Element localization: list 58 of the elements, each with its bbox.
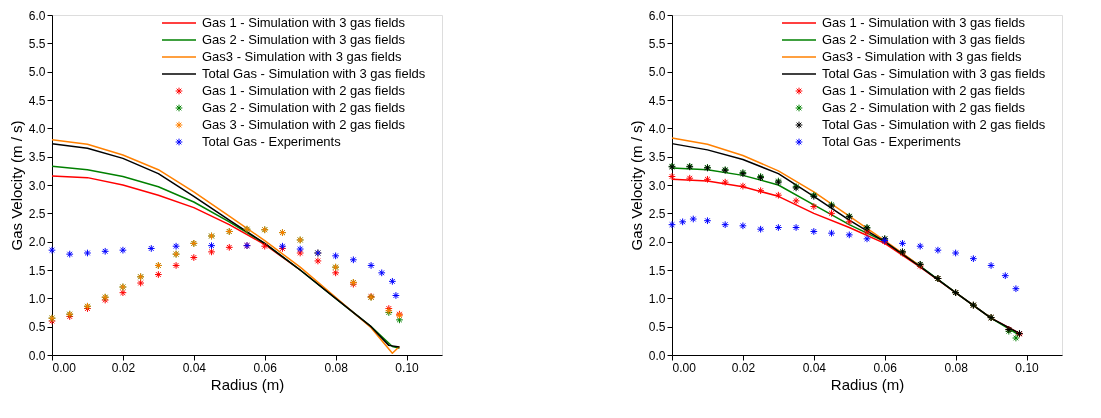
legend-label: Gas 2 - Simulation with 2 gas fields <box>202 100 406 115</box>
y-tick-label: 3.5 <box>28 150 46 165</box>
x-tick-label: 0.06 <box>253 360 278 375</box>
legend-label: Gas 2 - Simulation with 3 gas fields <box>822 32 1026 47</box>
y-tick-label: 1.5 <box>648 263 666 278</box>
x-tick-label: 0.08 <box>324 360 349 375</box>
x-tick-label: 0.02 <box>111 360 136 375</box>
x-tick-label: 0.00 <box>52 360 77 375</box>
y-tick-label: 2.0 <box>648 235 666 250</box>
x-tick-label: 0.04 <box>182 360 207 375</box>
y-tick-label: 6.0 <box>28 8 46 23</box>
legend-label: Total Gas - Experiments <box>822 134 962 149</box>
legend-label: Gas 1 - Simulation with 2 gas fields <box>202 83 406 98</box>
y-tick-label: 5.0 <box>648 65 666 80</box>
x-tick-label: 0.08 <box>944 360 969 375</box>
legend-label: Total Gas - Simulation with 2 gas fields <box>822 117 1046 132</box>
y-tick-label: 3.0 <box>648 178 666 193</box>
legend-label: Gas 1 - Simulation with 3 gas fields <box>822 15 1026 30</box>
x-axis-title: Radius (m) <box>210 375 285 393</box>
y-tick-label: 3.5 <box>648 150 666 165</box>
y-tick-label: 2.5 <box>648 206 666 221</box>
legend-label: Gas3 - Simulation with 3 gas fields <box>202 49 402 64</box>
y-axis-title: Gas Velocity (m / s) <box>627 120 645 251</box>
x-tick-label: 0.04 <box>802 360 827 375</box>
y-tick-label: 4.5 <box>28 93 46 108</box>
y-tick-label: 1.5 <box>28 263 46 278</box>
legend-label: Total Gas - Simulation with 3 gas fields <box>822 66 1046 81</box>
legend-label: Gas 2 - Simulation with 2 gas fields <box>822 100 1026 115</box>
y-tick-label: 2.0 <box>28 235 46 250</box>
y-tick-label: 0.0 <box>28 348 46 363</box>
y-tick-label: 5.0 <box>28 65 46 80</box>
y-axis-title: Gas Velocity (m / s) <box>7 120 25 251</box>
x-axis-title: Radius (m) <box>830 375 905 393</box>
y-tick-label: 6.0 <box>648 8 666 23</box>
y-tick-label: 2.5 <box>28 206 46 221</box>
x-tick-label: 0.00 <box>672 360 697 375</box>
legend-label: Total Gas - Experiments <box>202 134 342 149</box>
legend-label: Gas3 - Simulation with 3 gas fields <box>822 49 1022 64</box>
y-tick-label: 0.5 <box>648 320 666 335</box>
y-tick-label: 5.5 <box>648 36 666 51</box>
x-tick-label: 0.10 <box>1015 360 1040 375</box>
y-tick-label: 4.5 <box>648 93 666 108</box>
y-tick-label: 0.5 <box>28 320 46 335</box>
legend-label: Gas 2 - Simulation with 3 gas fields <box>202 32 406 47</box>
y-tick-label: 3.0 <box>28 178 46 193</box>
x-tick-label: 0.06 <box>873 360 898 375</box>
y-tick-label: 4.0 <box>648 121 666 136</box>
y-tick-label: 1.0 <box>28 291 46 306</box>
y-tick-label: 4.0 <box>28 121 46 136</box>
y-tick-label: 5.5 <box>28 36 46 51</box>
y-tick-label: 0.0 <box>648 348 666 363</box>
legend-label: Gas 1 - Simulation with 2 gas fields <box>822 83 1026 98</box>
x-tick-label: 0.02 <box>731 360 756 375</box>
y-tick-label: 1.0 <box>648 291 666 306</box>
legend-label: Gas 3 - Simulation with 2 gas fields <box>202 117 406 132</box>
x-tick-label: 0.10 <box>395 360 420 375</box>
legend-label: Gas 1 - Simulation with 3 gas fields <box>202 15 406 30</box>
legend-label: Total Gas - Simulation with 3 gas fields <box>202 66 426 81</box>
